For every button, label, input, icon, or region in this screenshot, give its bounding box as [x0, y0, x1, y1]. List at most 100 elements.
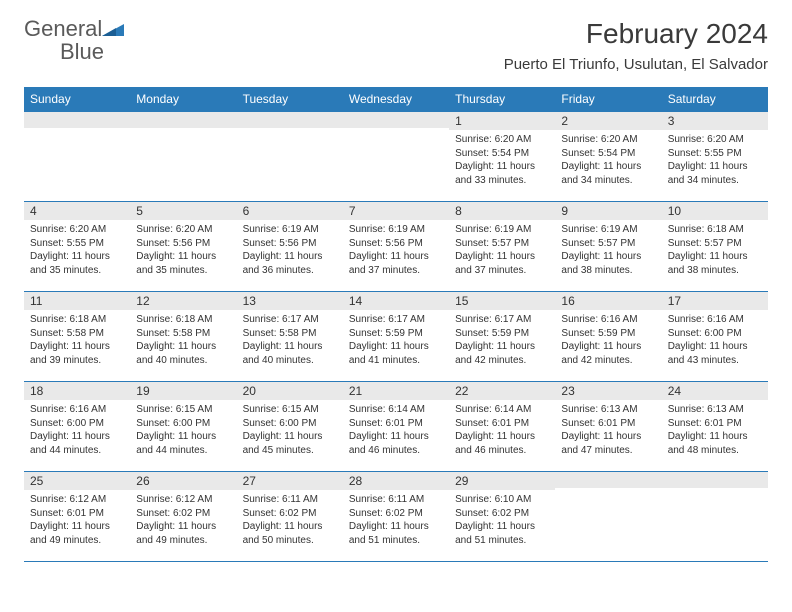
sunset-text: Sunset: 6:00 PM	[668, 327, 762, 341]
sunrise-text: Sunrise: 6:12 AM	[30, 493, 124, 507]
sunset-text: Sunset: 5:57 PM	[455, 237, 549, 251]
daylight-text-1: Daylight: 11 hours	[349, 430, 443, 444]
daylight-text-2: and 37 minutes.	[455, 264, 549, 278]
sunset-text: Sunset: 6:00 PM	[136, 417, 230, 431]
day-detail: Sunrise: 6:15 AMSunset: 6:00 PMDaylight:…	[237, 400, 343, 461]
day-detail: Sunrise: 6:20 AMSunset: 5:56 PMDaylight:…	[130, 220, 236, 281]
daylight-text-1: Daylight: 11 hours	[668, 430, 762, 444]
calendar-cell: 26Sunrise: 6:12 AMSunset: 6:02 PMDayligh…	[130, 472, 236, 562]
daylight-text-2: and 40 minutes.	[243, 354, 337, 368]
sunrise-text: Sunrise: 6:17 AM	[243, 313, 337, 327]
calendar-cell: 22Sunrise: 6:14 AMSunset: 6:01 PMDayligh…	[449, 382, 555, 472]
calendar-cell: 15Sunrise: 6:17 AMSunset: 5:59 PMDayligh…	[449, 292, 555, 382]
daylight-text-2: and 45 minutes.	[243, 444, 337, 458]
day-detail: Sunrise: 6:19 AMSunset: 5:56 PMDaylight:…	[237, 220, 343, 281]
calendar-cell: 10Sunrise: 6:18 AMSunset: 5:57 PMDayligh…	[662, 202, 768, 292]
day-number	[130, 112, 236, 128]
daylight-text-2: and 50 minutes.	[243, 534, 337, 548]
brand-word1: General	[24, 16, 102, 41]
daylight-text-1: Daylight: 11 hours	[349, 250, 443, 264]
daylight-text-2: and 35 minutes.	[136, 264, 230, 278]
sunrise-text: Sunrise: 6:19 AM	[455, 223, 549, 237]
day-number: 11	[24, 292, 130, 310]
day-number: 18	[24, 382, 130, 400]
calendar-cell: 24Sunrise: 6:13 AMSunset: 6:01 PMDayligh…	[662, 382, 768, 472]
day-detail: Sunrise: 6:17 AMSunset: 5:58 PMDaylight:…	[237, 310, 343, 371]
calendar-cell: 1Sunrise: 6:20 AMSunset: 5:54 PMDaylight…	[449, 112, 555, 202]
daylight-text-2: and 39 minutes.	[30, 354, 124, 368]
day-number: 29	[449, 472, 555, 490]
calendar-week: 1Sunrise: 6:20 AMSunset: 5:54 PMDaylight…	[24, 112, 768, 202]
day-number: 8	[449, 202, 555, 220]
daylight-text-1: Daylight: 11 hours	[243, 430, 337, 444]
daylight-text-2: and 51 minutes.	[455, 534, 549, 548]
sunrise-text: Sunrise: 6:12 AM	[136, 493, 230, 507]
daylight-text-2: and 43 minutes.	[668, 354, 762, 368]
day-number: 24	[662, 382, 768, 400]
calendar-cell: 28Sunrise: 6:11 AMSunset: 6:02 PMDayligh…	[343, 472, 449, 562]
day-detail: Sunrise: 6:20 AMSunset: 5:54 PMDaylight:…	[555, 130, 661, 191]
calendar-cell	[662, 472, 768, 562]
calendar-cell: 5Sunrise: 6:20 AMSunset: 5:56 PMDaylight…	[130, 202, 236, 292]
calendar-cell	[237, 112, 343, 202]
brand-word2: Blue	[24, 39, 104, 64]
sunset-text: Sunset: 5:56 PM	[243, 237, 337, 251]
day-header: Tuesday	[237, 87, 343, 112]
day-number	[662, 472, 768, 488]
calendar-cell: 18Sunrise: 6:16 AMSunset: 6:00 PMDayligh…	[24, 382, 130, 472]
sunrise-text: Sunrise: 6:16 AM	[668, 313, 762, 327]
daylight-text-1: Daylight: 11 hours	[349, 340, 443, 354]
day-detail: Sunrise: 6:18 AMSunset: 5:57 PMDaylight:…	[662, 220, 768, 281]
triangle-icon	[102, 20, 124, 41]
calendar-cell: 7Sunrise: 6:19 AMSunset: 5:56 PMDaylight…	[343, 202, 449, 292]
day-number: 9	[555, 202, 661, 220]
day-number	[24, 112, 130, 128]
day-detail: Sunrise: 6:20 AMSunset: 5:55 PMDaylight:…	[24, 220, 130, 281]
sunset-text: Sunset: 5:58 PM	[30, 327, 124, 341]
day-detail: Sunrise: 6:18 AMSunset: 5:58 PMDaylight:…	[130, 310, 236, 371]
sunrise-text: Sunrise: 6:16 AM	[561, 313, 655, 327]
sunset-text: Sunset: 6:01 PM	[561, 417, 655, 431]
calendar-cell: 9Sunrise: 6:19 AMSunset: 5:57 PMDaylight…	[555, 202, 661, 292]
day-number	[343, 112, 449, 128]
day-number: 10	[662, 202, 768, 220]
sunrise-text: Sunrise: 6:15 AM	[136, 403, 230, 417]
day-number: 22	[449, 382, 555, 400]
day-detail: Sunrise: 6:20 AMSunset: 5:55 PMDaylight:…	[662, 130, 768, 191]
daylight-text-1: Daylight: 11 hours	[668, 160, 762, 174]
calendar-cell: 29Sunrise: 6:10 AMSunset: 6:02 PMDayligh…	[449, 472, 555, 562]
daylight-text-1: Daylight: 11 hours	[30, 430, 124, 444]
day-detail: Sunrise: 6:19 AMSunset: 5:57 PMDaylight:…	[449, 220, 555, 281]
calendar-cell: 11Sunrise: 6:18 AMSunset: 5:58 PMDayligh…	[24, 292, 130, 382]
brand-text: General Blue	[24, 18, 124, 64]
sunset-text: Sunset: 6:01 PM	[455, 417, 549, 431]
day-detail: Sunrise: 6:11 AMSunset: 6:02 PMDaylight:…	[343, 490, 449, 551]
day-number: 15	[449, 292, 555, 310]
day-number: 21	[343, 382, 449, 400]
sunset-text: Sunset: 6:02 PM	[349, 507, 443, 521]
daylight-text-2: and 35 minutes.	[30, 264, 124, 278]
day-number: 19	[130, 382, 236, 400]
day-number: 1	[449, 112, 555, 130]
daylight-text-1: Daylight: 11 hours	[243, 340, 337, 354]
day-header: Thursday	[449, 87, 555, 112]
sunrise-text: Sunrise: 6:19 AM	[561, 223, 655, 237]
day-number: 27	[237, 472, 343, 490]
calendar-cell: 17Sunrise: 6:16 AMSunset: 6:00 PMDayligh…	[662, 292, 768, 382]
calendar-cell: 27Sunrise: 6:11 AMSunset: 6:02 PMDayligh…	[237, 472, 343, 562]
sunrise-text: Sunrise: 6:20 AM	[30, 223, 124, 237]
day-detail: Sunrise: 6:12 AMSunset: 6:01 PMDaylight:…	[24, 490, 130, 551]
day-detail: Sunrise: 6:16 AMSunset: 6:00 PMDaylight:…	[662, 310, 768, 371]
daylight-text-2: and 41 minutes.	[349, 354, 443, 368]
day-detail: Sunrise: 6:17 AMSunset: 5:59 PMDaylight:…	[449, 310, 555, 371]
daylight-text-1: Daylight: 11 hours	[136, 250, 230, 264]
sunrise-text: Sunrise: 6:20 AM	[561, 133, 655, 147]
header-row: General Blue February 2024 Puerto El Tri…	[24, 18, 768, 73]
sunrise-text: Sunrise: 6:17 AM	[349, 313, 443, 327]
day-number: 16	[555, 292, 661, 310]
calendar-cell	[555, 472, 661, 562]
day-header: Sunday	[24, 87, 130, 112]
daylight-text-2: and 44 minutes.	[136, 444, 230, 458]
sunrise-text: Sunrise: 6:11 AM	[243, 493, 337, 507]
day-number: 12	[130, 292, 236, 310]
